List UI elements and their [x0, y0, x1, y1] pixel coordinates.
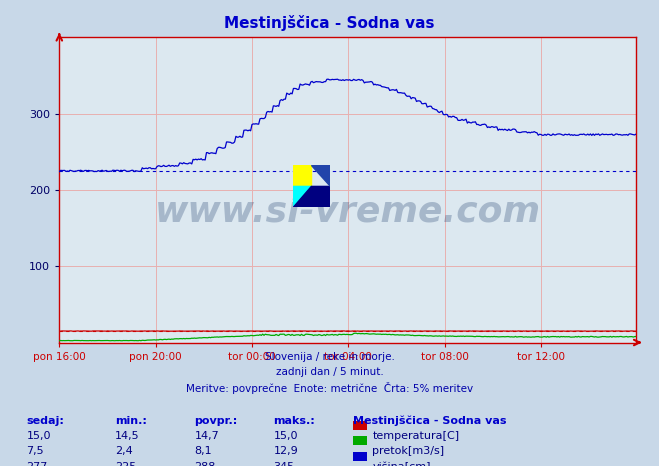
Text: 8,1: 8,1 — [194, 446, 212, 456]
Text: sedaj:: sedaj: — [26, 416, 64, 425]
Text: 14,5: 14,5 — [115, 431, 140, 441]
Text: pretok[m3/s]: pretok[m3/s] — [372, 446, 444, 456]
Text: 277: 277 — [26, 462, 47, 466]
Text: 15,0: 15,0 — [26, 431, 51, 441]
Polygon shape — [293, 165, 312, 186]
Text: 7,5: 7,5 — [26, 446, 44, 456]
Text: 15,0: 15,0 — [273, 431, 298, 441]
Polygon shape — [312, 165, 330, 186]
Text: Mestinjščica - Sodna vas: Mestinjščica - Sodna vas — [224, 15, 435, 31]
Text: 225: 225 — [115, 462, 136, 466]
Text: www.si-vreme.com: www.si-vreme.com — [155, 194, 540, 228]
Text: 12,9: 12,9 — [273, 446, 299, 456]
Text: povpr.:: povpr.: — [194, 416, 238, 425]
Text: zadnji dan / 5 minut.: zadnji dan / 5 minut. — [275, 367, 384, 377]
Text: 2,4: 2,4 — [115, 446, 133, 456]
Text: 14,7: 14,7 — [194, 431, 219, 441]
Text: 345: 345 — [273, 462, 295, 466]
Text: min.:: min.: — [115, 416, 147, 425]
Text: Meritve: povprečne  Enote: metrične  Črta: 5% meritev: Meritve: povprečne Enote: metrične Črta:… — [186, 382, 473, 394]
Polygon shape — [293, 186, 312, 207]
Text: Slovenija / reke in morje.: Slovenija / reke in morje. — [264, 352, 395, 362]
Text: maks.:: maks.: — [273, 416, 315, 425]
Text: temperatura[C]: temperatura[C] — [372, 431, 459, 441]
Text: višina[cm]: višina[cm] — [372, 462, 431, 466]
Polygon shape — [293, 186, 330, 207]
Text: 288: 288 — [194, 462, 215, 466]
Text: Mestinjščica - Sodna vas: Mestinjščica - Sodna vas — [353, 416, 506, 426]
